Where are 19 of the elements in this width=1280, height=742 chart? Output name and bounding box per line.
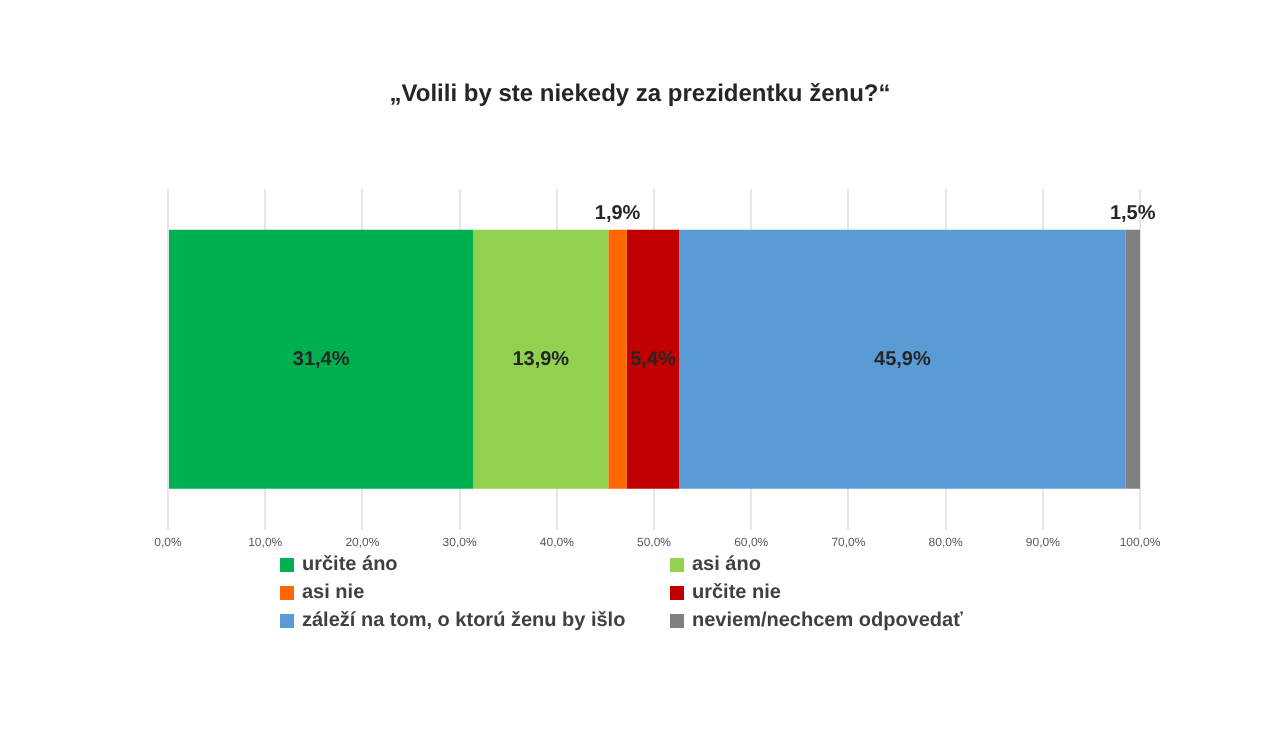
bar [169, 229, 474, 489]
data-label: 1,9% [594, 203, 641, 226]
legend-label: asi nie [302, 582, 365, 604]
bar [473, 229, 609, 489]
chart-title: „Volili by ste niekedy za prezidentku ženu?“ [389, 79, 891, 108]
bar [608, 229, 627, 489]
legend-label: záleží na tom, o ktorú ženu by išlo [302, 610, 626, 632]
legend-label: neviem/nechcem odpovedať [692, 610, 963, 632]
bar [626, 229, 680, 489]
bar [679, 229, 1126, 489]
data-label: 5,4% [630, 348, 677, 371]
bar [1125, 229, 1140, 489]
legend-label: určite áno [302, 554, 398, 576]
data-label: 13,9% [512, 348, 570, 371]
data-label: 1,5% [1109, 203, 1156, 226]
data-label: 45,9% [873, 348, 931, 371]
data-label: 31,4% [292, 348, 350, 371]
legend-label: asi áno [692, 554, 761, 576]
legend-label: určite nie [692, 582, 781, 604]
